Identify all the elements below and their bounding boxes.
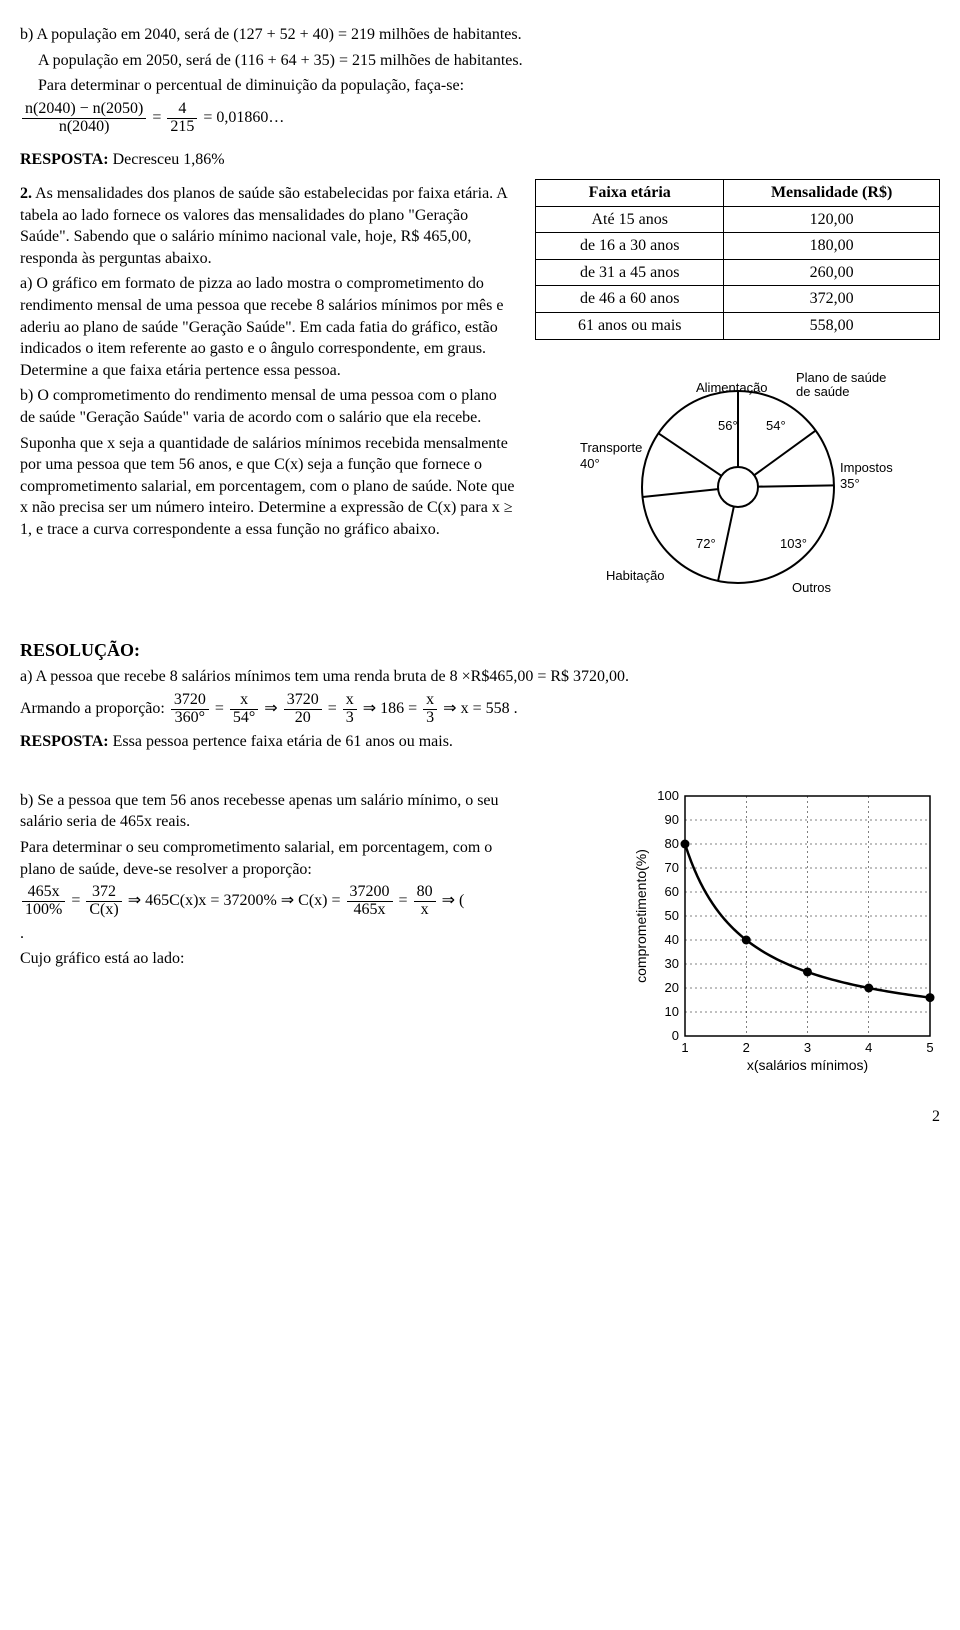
sol-a2-proportion: Armando a proporção: 3720360° = x54° ⇒ 3… xyxy=(20,692,940,727)
svg-text:60: 60 xyxy=(665,884,679,899)
sol-b3: . xyxy=(20,923,515,945)
sol-b1: b) Se a pessoa que tem 56 anos recebesse… xyxy=(20,790,515,833)
th-faixa: Faixa etária xyxy=(536,179,724,206)
q2-b: b) O comprometimento do rendimento mensa… xyxy=(20,385,515,428)
pie-angle-72: 72° xyxy=(696,536,716,551)
sol-b4: Cujo gráfico está ao lado: xyxy=(20,948,515,970)
frac2-num: 4 xyxy=(167,101,197,119)
pie-label-saude: de saúde xyxy=(796,384,850,399)
frac1-den: n(2040) xyxy=(22,119,146,136)
page-number: 2 xyxy=(20,1106,940,1128)
pie-angle-56: 56° xyxy=(718,418,738,433)
svg-text:5: 5 xyxy=(926,1040,933,1055)
det-line: Para determinar o percentual de diminuiç… xyxy=(20,75,940,97)
svg-text:30: 30 xyxy=(665,956,679,971)
q2-number: 2. xyxy=(20,185,32,202)
decrease-fraction: n(2040) − n(2050)n(2040) = 4215 = 0,0186… xyxy=(20,101,940,136)
resolucao-heading: RESOLUÇÃO: xyxy=(20,638,940,662)
table-row: de 16 a 30 anos180,00 xyxy=(536,233,940,260)
q2-stem: 2. As mensalidades dos planos de saúde s… xyxy=(20,183,515,269)
table-row: de 31 a 45 anos260,00 xyxy=(536,259,940,286)
svg-text:1: 1 xyxy=(681,1040,688,1055)
th-mensal: Mensalidade (R$) xyxy=(724,179,940,206)
pie-angle-35: 35° xyxy=(840,476,860,491)
pie-label-transp: Transporte xyxy=(580,440,642,455)
sol-b-proportion: 465x100% = 372C(x) ⇒ 465C(x)x = 37200% ⇒… xyxy=(20,884,515,919)
pie-label-plano: Plano de saúde xyxy=(796,370,886,385)
frac1-num: n(2040) − n(2050) xyxy=(22,101,146,119)
pie-label-outros: Outros xyxy=(792,580,832,595)
table-row: de 46 a 60 anos372,00 xyxy=(536,286,940,313)
curve-chart: 0 10 20 30 40 50 60 70 80 90 100 1 2 3 4 5 x(salários mí… xyxy=(630,786,940,1076)
frac2-den: 215 xyxy=(167,119,197,136)
frac-tail: = 0,01860… xyxy=(203,109,284,126)
svg-text:0: 0 xyxy=(672,1028,679,1043)
pie-angle-103: 103° xyxy=(780,536,807,551)
table-row: 61 anos ou mais558,00 xyxy=(536,312,940,339)
q2-text: As mensalidades dos planos de saúde são … xyxy=(20,185,507,267)
svg-text:70: 70 xyxy=(665,860,679,875)
svg-text:100: 100 xyxy=(657,788,679,803)
pie-label-habit: Habitação xyxy=(606,568,665,583)
pie-angle-40: 40° xyxy=(580,456,600,471)
q2-sup: Suponha que x seja a quantidade de salár… xyxy=(20,433,515,541)
resp1-label: RESPOSTA: xyxy=(20,151,109,168)
svg-text:4: 4 xyxy=(865,1040,872,1055)
resp1-text: Decresceu 1,86% xyxy=(109,151,225,168)
resposta-2: RESPOSTA: Essa pessoa pertence faixa etá… xyxy=(20,731,940,753)
resposta-1: RESPOSTA: Decresceu 1,86% xyxy=(20,149,940,171)
mensalidade-table: Faixa etária Mensalidade (R$) Até 15 ano… xyxy=(535,179,940,340)
pop-b-line: b) A população em 2040, será de (127 + 5… xyxy=(20,24,940,46)
pie-chart: Alimentação 56° Plano de saúde de saúde … xyxy=(535,352,940,629)
svg-text:40: 40 xyxy=(665,932,679,947)
svg-text:80: 80 xyxy=(665,836,679,851)
svg-text:x(salários mínimos): x(salários mínimos) xyxy=(747,1057,868,1073)
sol-a2-lead: Armando a proporção: xyxy=(20,700,169,717)
pop-2050-line: A população em 2050, será de (116 + 64 +… xyxy=(20,50,940,72)
svg-text:90: 90 xyxy=(665,812,679,827)
resp2-label: RESPOSTA: xyxy=(20,733,109,750)
sol-b2: Para determinar o seu comprometimento sa… xyxy=(20,837,515,880)
svg-text:20: 20 xyxy=(665,980,679,995)
resp2-text: Essa pessoa pertence faixa etária de 61 … xyxy=(109,733,453,750)
svg-text:2: 2 xyxy=(743,1040,750,1055)
sol-a1: a) A pessoa que recebe 8 salários mínimo… xyxy=(20,666,940,688)
svg-text:50: 50 xyxy=(665,908,679,923)
pie-angle-54: 54° xyxy=(766,418,786,433)
svg-text:10: 10 xyxy=(665,1004,679,1019)
svg-text:comprometimento(%): comprometimento(%) xyxy=(633,849,649,983)
pie-label-impostos: Impostos xyxy=(840,460,893,475)
q2-a: a) O gráfico em formato de pizza ao lado… xyxy=(20,273,515,381)
table-row: Até 15 anos120,00 xyxy=(536,206,940,233)
pie-label-aliment: Alimentação xyxy=(696,380,768,395)
svg-text:3: 3 xyxy=(804,1040,811,1055)
